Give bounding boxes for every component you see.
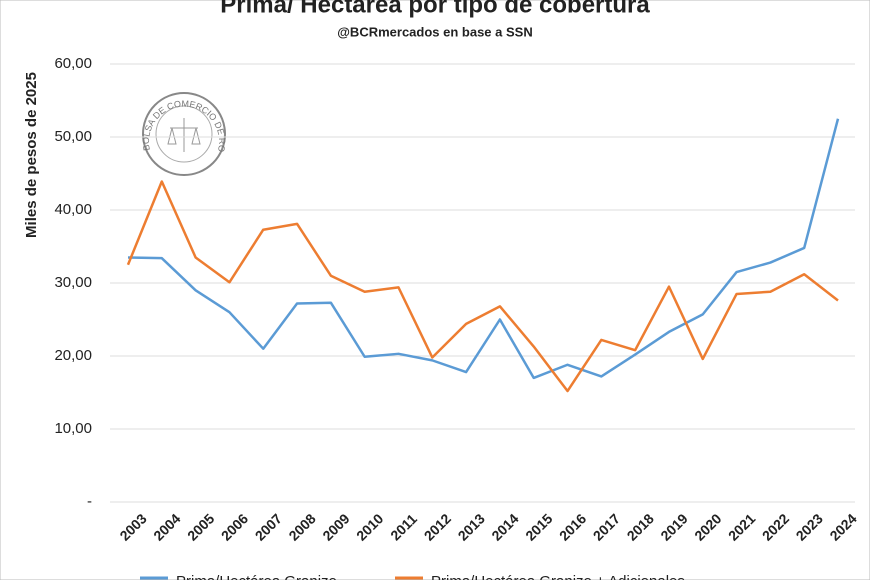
- chart-title: Prima/ Hectárea por tipo de cobertura: [220, 0, 650, 18]
- legend-label: Prima/Hectárea Granizo: [176, 573, 337, 580]
- y-tick-label: -: [87, 493, 92, 510]
- series-line: [126, 180, 839, 393]
- y-tick-label: 60,00: [54, 55, 92, 72]
- y-tick-label: 10,00: [54, 420, 92, 437]
- series-line: [127, 118, 840, 380]
- y-tick-label: 30,00: [54, 274, 92, 291]
- logo-scale: [167, 118, 201, 152]
- logo-inner: [155, 105, 213, 163]
- y-axis-label: Miles de pesos de 2025: [23, 72, 40, 238]
- chart-subtitle: @BCRmercados en base a SSN: [337, 24, 532, 39]
- logo-ring: [142, 92, 226, 176]
- legend-label: Prima/Hectárea Granizo + Adicionales: [431, 573, 685, 580]
- y-tick-label: 50,00: [54, 128, 92, 145]
- y-tick-label: 40,00: [54, 201, 92, 218]
- y-tick-label: 20,00: [54, 347, 92, 364]
